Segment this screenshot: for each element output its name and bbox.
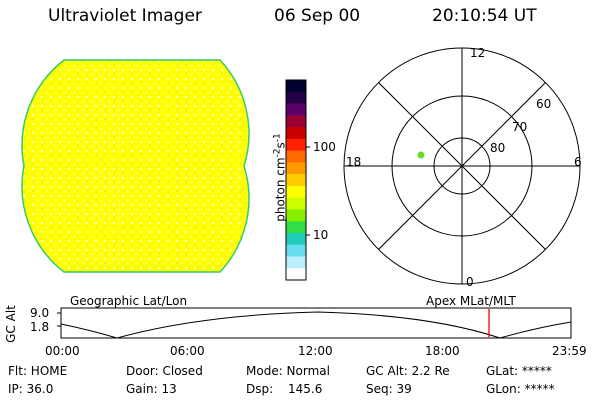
aurora-point — [417, 151, 425, 159]
colorbar-band — [286, 115, 306, 128]
time-tick-3: 18:00 — [425, 344, 460, 358]
gc-alt-status: GC Alt: 2.2 Re — [366, 364, 450, 378]
colorbar-bands — [286, 80, 306, 281]
time-tick-2: 12:00 — [298, 344, 333, 358]
date-label: 06 Sep 00 — [274, 6, 361, 26]
colorbar-band — [286, 232, 306, 246]
orbit-altitude-curve — [60, 311, 572, 339]
colorbar-band — [286, 103, 306, 116]
mlt-6-label: 6 — [574, 155, 582, 169]
seq-status: Seq: 39 — [366, 382, 412, 396]
colorbar-band — [286, 127, 306, 140]
apex-coords-label: Apex MLat/MLT — [426, 294, 516, 308]
mlat-70-label: 70 — [512, 120, 528, 134]
earth-image — [21, 59, 250, 273]
geo-coords-label: Geographic Lat/Lon — [70, 294, 188, 308]
colorbar-band — [286, 80, 306, 93]
time-tick-1: 06:00 — [170, 344, 205, 358]
colorbar-band — [286, 197, 306, 210]
dsp-status-value: 145.6 — [288, 382, 323, 396]
colorbar-band — [286, 244, 306, 257]
glat-status: GLat: ***** — [486, 364, 552, 378]
glon-status: GLon: ***** — [486, 382, 555, 396]
colorbar-band — [286, 268, 306, 281]
dsp-status-label: Dsp: — [246, 382, 274, 396]
mlat-80-label: 80 — [490, 141, 506, 155]
colorbar-unit-label: photon cm-2s-1 — [272, 133, 288, 222]
flight-status: Flt: HOME — [8, 364, 68, 378]
time-label: 20:10:54 UT — [432, 6, 537, 26]
imager-title: Ultraviolet Imager — [48, 6, 202, 26]
mode-status: Mode: Normal — [246, 364, 330, 378]
altitude-bottom-label: 1.8 — [30, 320, 50, 334]
colorbar-band — [286, 209, 306, 222]
mlt-0-label: 0 — [466, 275, 474, 289]
ip-status: IP: 36.0 — [8, 382, 54, 396]
mlt-18-label: 18 — [346, 155, 362, 169]
altitude-timeline — [57, 307, 572, 339]
time-tick-4: 23:59 — [552, 344, 587, 358]
colorbar-band — [286, 150, 306, 163]
colorbar-tick-10-label: 10 — [313, 228, 329, 242]
altitude-axis-title: GC Alt — [3, 305, 18, 343]
door-status: Door: Closed — [126, 364, 203, 378]
colorbar-band — [286, 91, 306, 105]
time-tick-0: 00:00 — [45, 344, 80, 358]
colorbar-band — [286, 162, 306, 175]
colorbar-tick-100-label: 100 — [313, 140, 336, 154]
altitude-top-label: 9.0 — [30, 306, 50, 320]
gain-status: Gain: 13 — [126, 382, 177, 396]
colorbar-band — [286, 185, 306, 199]
colorbar-band — [286, 138, 306, 152]
mlat-60-label: 60 — [536, 97, 552, 111]
colorbar-band — [286, 256, 306, 269]
colorbar-band — [286, 174, 306, 187]
colorbar — [285, 79, 310, 281]
mlt-12-label: 12 — [470, 46, 486, 60]
polar-grid — [343, 47, 581, 285]
colorbar-band — [286, 221, 306, 234]
